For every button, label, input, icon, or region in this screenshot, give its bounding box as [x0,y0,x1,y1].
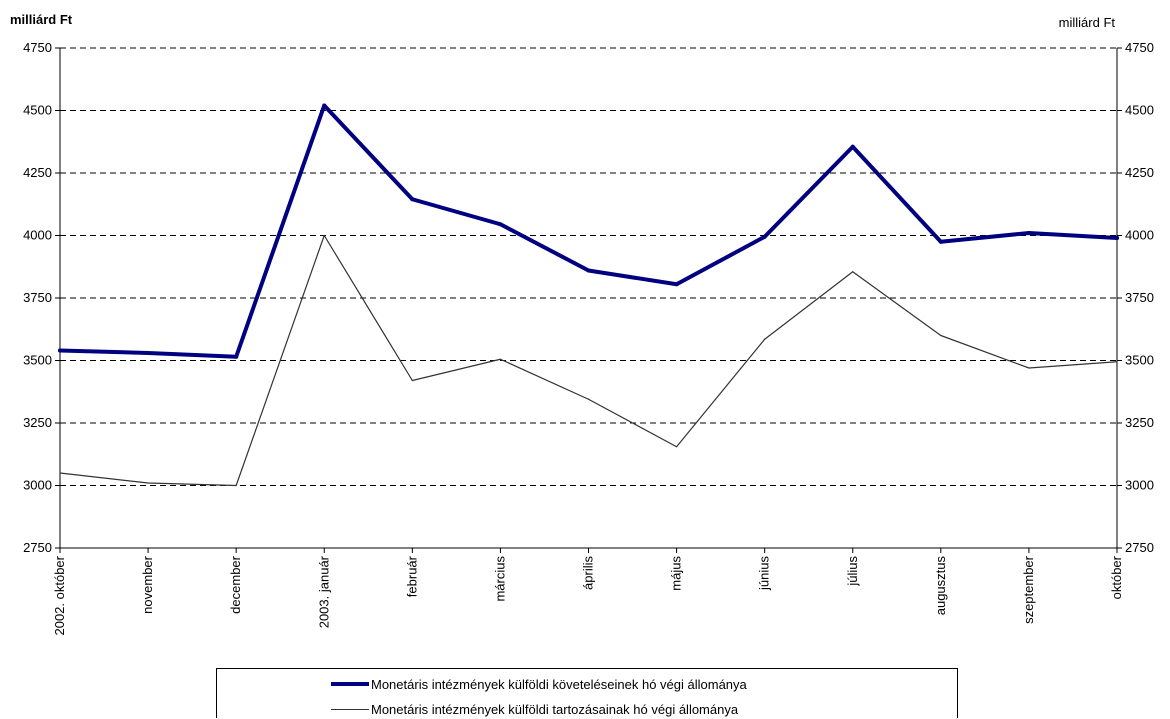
series-1-point-10 [940,334,942,337]
series-0-point-8 [762,234,767,239]
legend-swatch-claims [331,682,369,686]
right-tick-label-4500: 4500 [1125,103,1154,118]
series-0-point-12 [1115,236,1119,240]
right-tick-label-3750: 3750 [1125,290,1154,305]
left-tick-label-3750: 3750 [23,290,52,305]
right-tick-label-4000: 4000 [1125,228,1154,243]
right-tick-label-4250: 4250 [1125,165,1154,180]
series-1-point-0 [59,472,61,474]
legend-label-liabilities: Monetáris intézmények külföldi tartozása… [371,701,739,717]
series-0-point-5 [498,222,503,227]
series-1-point-11 [1028,367,1030,369]
x-tick-label-9: július [845,556,860,587]
right-tick-label-3250: 3250 [1125,415,1154,430]
series-0-point-0 [58,348,62,353]
series-0-point-4 [410,197,415,202]
series-0-point-6 [586,268,591,273]
chart-legend: Monetáris intézmények külföldi követelés… [216,668,958,718]
series-0-point-3 [322,103,327,108]
right-tick-label-2750: 2750 [1125,540,1154,555]
series-0-point-10 [938,239,943,244]
series-1-point-1 [147,482,149,484]
series-1-point-2 [235,484,237,487]
x-tick-label-2: december [228,555,243,613]
left-tick-label-3000: 3000 [23,478,52,493]
left-tick-label-4250: 4250 [23,165,52,180]
legend-item-claims: Monetáris intézmények külföldi követelés… [331,674,747,694]
left-tick-label-4000: 4000 [23,228,52,243]
left-tick-label-3500: 3500 [23,353,52,368]
x-tick-label-10: augusztus [933,556,948,616]
left-tick-label-4500: 4500 [23,103,52,118]
series-1-point-5 [499,358,502,360]
series-1-point-6 [587,398,590,400]
x-tick-label-3: 2003. január [316,555,331,628]
legend-item-liabilities: Monetáris intézmények külföldi tartozása… [331,699,738,719]
left-tick-label-3250: 3250 [23,415,52,430]
x-tick-label-5: március [492,556,507,602]
legend-swatch-liabilities [331,708,369,710]
series-1-point-12 [1116,361,1118,363]
right-tick-label-4750: 4750 [1125,40,1154,55]
right-tick-label-3000: 3000 [1125,478,1154,493]
series-1-point-4 [411,379,413,382]
x-tick-label-11: szeptember [1021,555,1036,624]
series-line-1 [59,234,1118,487]
x-tick-label-7: május [669,556,684,591]
x-tick-label-4: február [404,555,419,597]
series-1-point-9 [852,271,854,273]
series-1-point-7 [675,446,678,448]
x-tick-label-0: 2002. október [52,555,67,635]
series-0-point-9 [850,144,855,149]
left-tick-label-4750: 4750 [23,40,52,55]
right-tick-label-3500: 3500 [1125,353,1154,368]
x-tick-label-1: november [140,555,155,613]
series-0-point-11 [1026,231,1031,235]
series-0-point-7 [674,282,679,287]
left-axis-unit-label: milliárd Ft [10,12,73,27]
x-tick-label-6: április [581,556,596,590]
left-tick-label-2750: 2750 [23,540,52,555]
series-1-point-3 [323,234,325,237]
series-0-point-2 [234,354,239,359]
series-1-point-8 [764,338,766,340]
x-tick-label-12: október [1109,555,1124,599]
right-axis-unit-label: milliárd Ft [1058,15,1115,30]
series-0-point-1 [146,351,151,355]
legend-label-claims: Monetáris intézmények külföldi követelés… [371,676,747,692]
series-line-0 [58,103,1119,359]
x-tick-label-8: június [757,556,772,591]
